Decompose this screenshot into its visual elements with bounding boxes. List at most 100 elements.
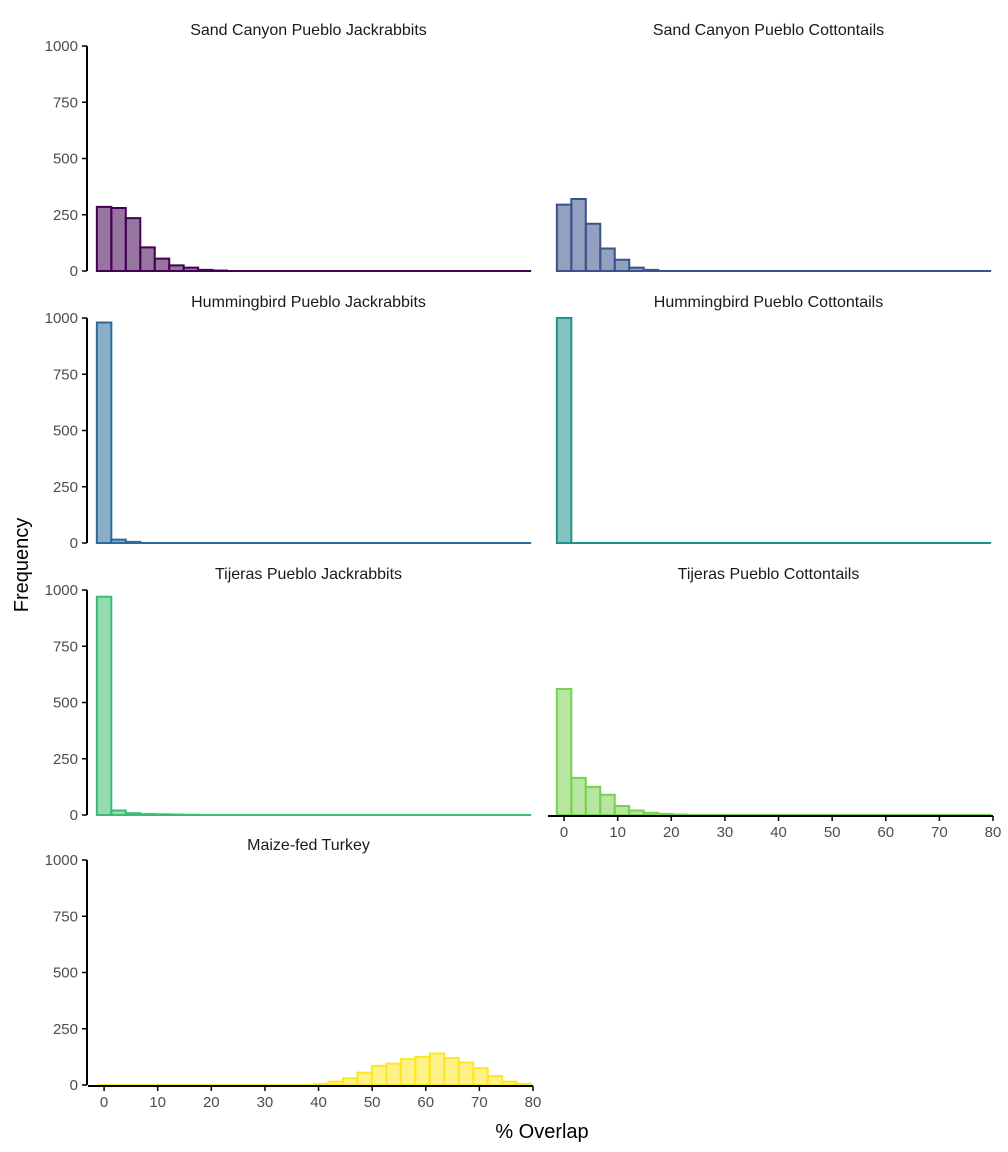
y-tick-label: 250: [53, 207, 78, 224]
histogram-bar: [153, 257, 171, 272]
histogram-bar: [95, 321, 113, 544]
histogram-bar: [356, 1071, 373, 1086]
histogram-bar: [486, 1075, 504, 1086]
facet-panel: Maize-fed Turkey 0 250 500 750 1000 0 10 20 30 40 5…: [45, 837, 542, 1111]
x-tick-label: 20: [663, 824, 680, 841]
x-tick-label: 50: [824, 824, 841, 841]
y-tick-label: 0: [70, 263, 78, 280]
histogram-bar: [570, 776, 587, 816]
y-tick-label: 250: [53, 1021, 78, 1038]
y-tick-label: 500: [53, 965, 78, 982]
histogram-bar: [312, 1082, 330, 1086]
y-tick-label: 750: [53, 908, 78, 925]
histogram-bar: [197, 268, 214, 272]
histogram-bar: [584, 222, 602, 272]
histogram-bar: [139, 246, 156, 272]
histogram-bar: [95, 595, 113, 816]
histogram-bar: [168, 264, 185, 272]
histogram-bar: [628, 266, 645, 272]
y-tick-label: 1000: [45, 38, 78, 55]
y-tick-label: 750: [53, 366, 78, 383]
histogram-bar: [457, 1061, 475, 1086]
y-tick-label: 0: [70, 1077, 78, 1094]
histogram-bar: [472, 1067, 489, 1086]
chart-panels: Sand Canyon Pueblo Jackrabbits0250500750…: [45, 22, 1002, 1111]
panel-title: Maize-fed Turkey: [247, 837, 370, 854]
facet-panel: Sand Canyon Pueblo Cottontails: [555, 22, 992, 272]
y-tick-label: 1000: [45, 582, 78, 599]
histogram-bar: [628, 809, 645, 816]
facet-panel: Tijeras Pueblo Jackrabbits 0 250 500 750 1000: [45, 566, 532, 824]
x-tick-label: 60: [877, 824, 894, 841]
x-tick-label: 40: [770, 824, 787, 841]
x-tick-label: 0: [100, 1094, 108, 1111]
histogram-bar: [515, 1082, 533, 1086]
x-tick-label: 50: [364, 1094, 381, 1111]
histogram-bar: [501, 1080, 518, 1086]
histogram-bar: [95, 205, 113, 272]
histogram-bar: [124, 812, 142, 817]
histogram-bar: [613, 805, 631, 816]
histogram-bar: [110, 207, 127, 272]
panel-title: Tijeras Pueblo Cottontails: [678, 566, 860, 583]
histogram-bar: [642, 811, 660, 816]
x-tick-label: 40: [310, 1094, 327, 1111]
histogram-bar: [555, 688, 573, 816]
x-tick-label: 60: [417, 1094, 434, 1111]
histogram-bar: [555, 317, 573, 544]
y-tick-label: 1000: [45, 852, 78, 869]
histogram-bar: [657, 812, 674, 816]
y-axis-title: Frequency: [11, 518, 33, 613]
x-tick-label: 80: [525, 1094, 542, 1111]
y-tick-label: 500: [53, 151, 78, 168]
histogram-bar: [443, 1057, 460, 1086]
x-tick-label: 20: [203, 1094, 220, 1111]
histogram-bar: [428, 1052, 446, 1086]
y-tick-label: 0: [70, 807, 78, 824]
panel-title: Sand Canyon Pueblo Cottontails: [653, 22, 884, 39]
x-tick-label: 0: [560, 824, 568, 841]
x-tick-label: 70: [931, 824, 948, 841]
histogram-bar: [110, 809, 127, 816]
histogram-bar: [341, 1077, 359, 1086]
y-tick-label: 250: [53, 479, 78, 496]
histogram-bar: [599, 793, 616, 816]
panel-title: Tijeras Pueblo Jackrabbits: [215, 566, 402, 583]
histogram-bar: [385, 1062, 402, 1086]
histogram-bar: [124, 217, 142, 272]
y-tick-label: 750: [53, 94, 78, 111]
x-axis-title: % Overlap: [495, 1121, 588, 1143]
histogram-bar: [414, 1055, 431, 1086]
x-tick-label: 80: [985, 824, 1002, 841]
histogram-bar: [399, 1058, 417, 1086]
histogram-bar: [642, 268, 660, 272]
facet-panel: Hummingbird Pueblo Cottontails: [555, 294, 992, 544]
histogram-bar: [124, 540, 142, 544]
y-tick-label: 500: [53, 695, 78, 712]
y-tick-label: 500: [53, 423, 78, 440]
histogram-bar: [327, 1080, 344, 1086]
histogram-bar: [599, 247, 616, 272]
panel-title: Sand Canyon Pueblo Jackrabbits: [190, 22, 427, 39]
histogram-bar: [153, 813, 171, 817]
x-tick-label: 10: [149, 1094, 166, 1111]
histogram-bar: [570, 198, 587, 272]
facet-panel: Tijeras Pueblo Cottontails 0 10 20 30 40 50 60 7…: [548, 566, 1001, 841]
x-tick-label: 30: [717, 824, 734, 841]
histogram-bar: [555, 203, 573, 272]
y-tick-label: 750: [53, 638, 78, 655]
x-tick-label: 10: [609, 824, 626, 841]
facet-panel: Hummingbird Pueblo Jackrabbits 0 250 500 750…: [45, 294, 532, 552]
histogram-bar: [584, 785, 602, 816]
y-tick-label: 1000: [45, 310, 78, 327]
x-tick-label: 30: [257, 1094, 274, 1111]
panel-title: Hummingbird Pueblo Cottontails: [654, 294, 883, 311]
facet-panel: Sand Canyon Pueblo Jackrabbits 0 250 500 750…: [45, 22, 532, 280]
histogram-bar: [613, 258, 631, 272]
y-tick-label: 0: [70, 535, 78, 552]
histogram-bar: [182, 266, 200, 272]
y-tick-label: 250: [53, 751, 78, 768]
histogram-bar: [139, 813, 156, 816]
panel-title: Hummingbird Pueblo Jackrabbits: [191, 294, 426, 311]
